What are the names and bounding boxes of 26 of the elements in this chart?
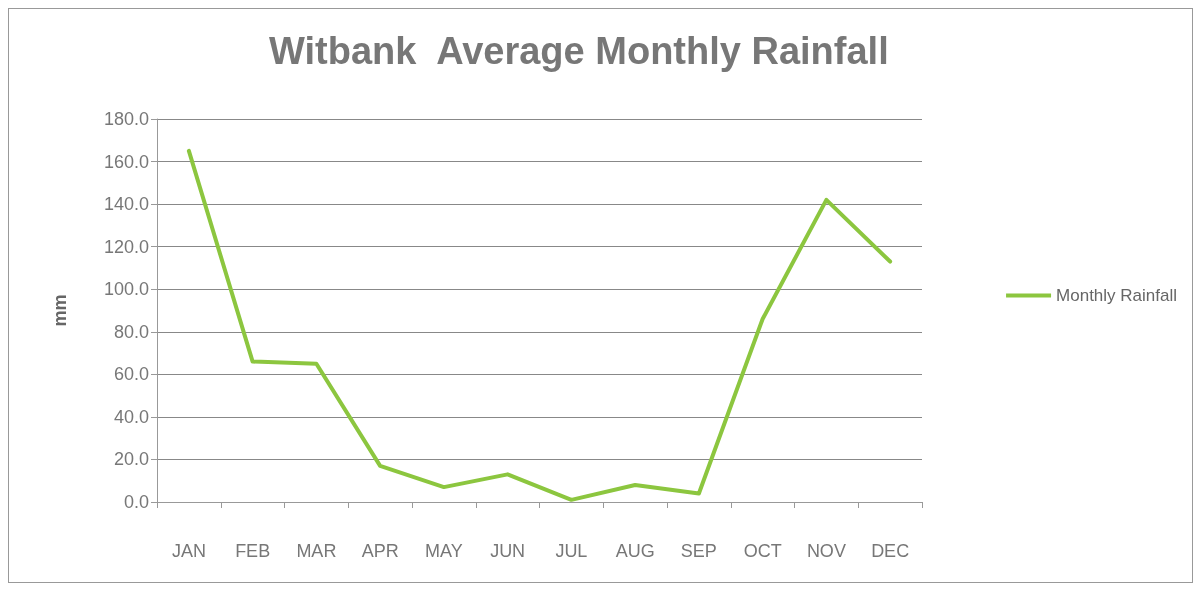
- x-tick-label: JUL: [555, 541, 588, 561]
- x-tick-label: FEB: [235, 541, 271, 561]
- x-tick-label: MAY: [425, 541, 463, 561]
- x-tick-label: SEP: [680, 541, 717, 561]
- x-tick-label: DEC: [871, 541, 910, 561]
- y-tick-label: 60.0: [113, 364, 149, 385]
- y-tick-label: 160.0: [103, 151, 149, 172]
- x-tick-label: MAR: [296, 541, 337, 561]
- x-tick-label: APR: [361, 541, 399, 561]
- y-tick-label: 0.0: [123, 492, 149, 512]
- y-tick-label: 180.0: [103, 109, 149, 129]
- x-tick-label: OCT: [743, 541, 782, 561]
- y-tick-label: 20.0: [113, 449, 149, 470]
- x-tick-label: AUG: [615, 541, 655, 561]
- y-tick-label: 80.0: [113, 321, 149, 342]
- x-tick-label: NOV: [806, 541, 846, 561]
- line-series: [186, 148, 893, 502]
- legend-label: Monthly Rainfall: [1056, 286, 1178, 305]
- y-tick-label: 140.0: [103, 194, 149, 215]
- y-tick-label: 120.0: [103, 236, 149, 257]
- chart-title: Witbank Average Monthly Rainfall: [269, 30, 889, 72]
- x-tick-label: JAN: [171, 541, 206, 561]
- y-axis-title: mm: [50, 294, 70, 327]
- y-tick-label: 40.0: [113, 406, 149, 427]
- y-tick-label: 100.0: [103, 279, 149, 300]
- x-tick-label: JUN: [490, 541, 526, 561]
